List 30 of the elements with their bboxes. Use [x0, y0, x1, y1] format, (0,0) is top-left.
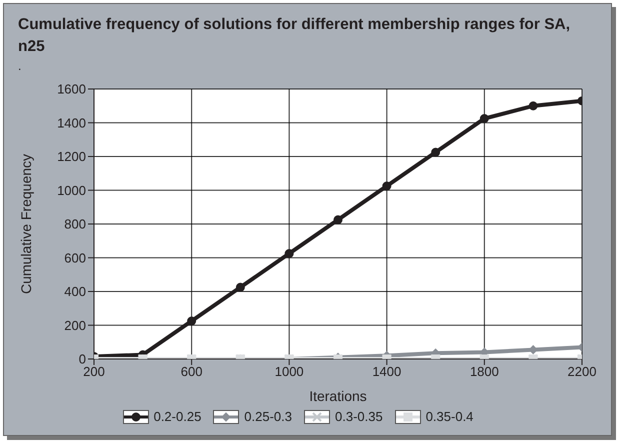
x-tick-label: 600 [180, 364, 202, 380]
point [431, 148, 440, 157]
x-tick-label: 200 [83, 364, 105, 380]
chart-subtitle: . [18, 59, 22, 73]
point [528, 101, 538, 110]
y-tick-label: 1400 [57, 115, 86, 130]
x-tick-label: 1400 [372, 364, 402, 380]
y-tick-label: 200 [64, 318, 86, 333]
x-tick-label: 2200 [568, 364, 596, 380]
x-tick-label: 1800 [470, 364, 499, 380]
y-tick-label: 1000 [57, 182, 86, 198]
legend-label: 0.3-0.35 [334, 409, 383, 424]
x-tick-label: 1000 [274, 364, 304, 380]
y-tick-label: 600 [64, 250, 86, 266]
y-tick-label: 400 [64, 284, 86, 300]
y-tick-label: 0 [78, 352, 86, 367]
y-tick-label: 800 [64, 216, 86, 232]
point [334, 215, 342, 224]
chart-title: Cumulative frequency of solutions for different membership ranges for SA, n25 [18, 15, 572, 57]
legend-label: 0.25-0.3 [243, 409, 292, 424]
y-tick-label: 1600 [57, 82, 86, 97]
point [382, 182, 392, 191]
y-axis-title: Cumulative Frequency [18, 154, 34, 294]
legend-label: 0.2-0.25 [152, 409, 202, 424]
x-axis-title: Iterations [309, 388, 367, 404]
legend-label: 0.35-0.4 [424, 409, 474, 424]
point [236, 282, 245, 292]
point [284, 249, 294, 258]
point [480, 114, 489, 124]
y-tick-label: 1200 [57, 149, 86, 164]
